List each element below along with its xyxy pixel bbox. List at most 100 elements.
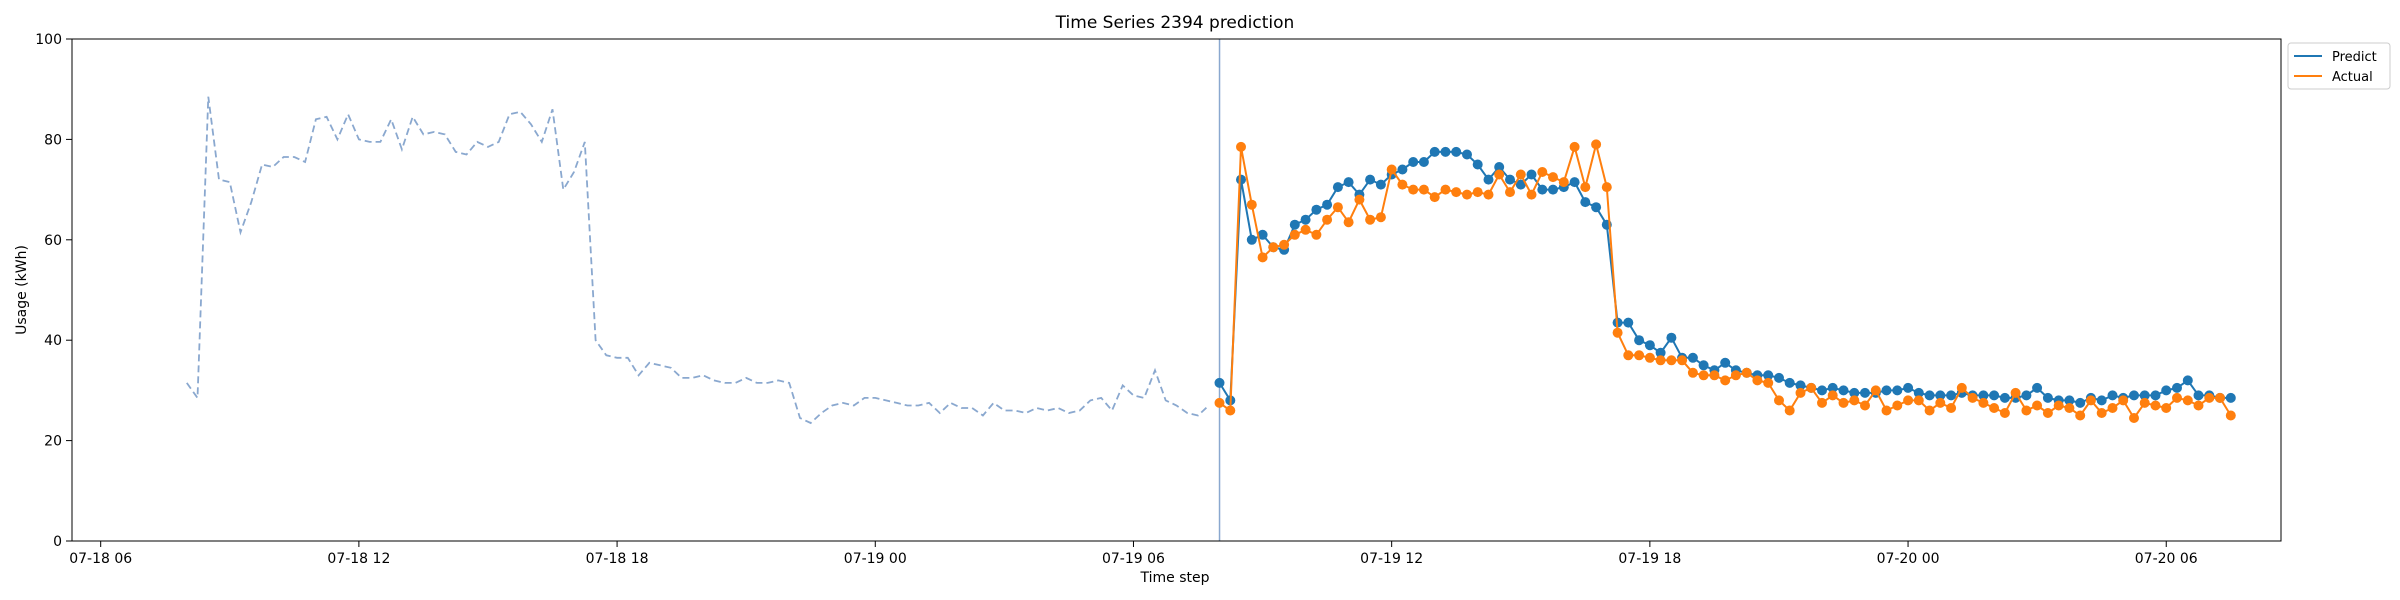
predict-point <box>1720 357 1731 368</box>
predict-point <box>2139 390 2150 401</box>
actual-point <box>1440 184 1451 195</box>
actual-point <box>2182 395 2193 406</box>
predict-point <box>1978 390 1989 401</box>
x-axis-label: Time step <box>1140 570 1210 586</box>
actual-point <box>1289 229 1300 240</box>
actual-point <box>2107 403 2118 413</box>
actual-point <box>1989 403 2000 413</box>
predict-point <box>1774 372 1784 383</box>
actual-point <box>1268 242 1279 253</box>
actual-point <box>2064 403 2075 413</box>
actual-point <box>2010 387 2021 398</box>
predict-point <box>1999 392 2010 403</box>
predict-point <box>2032 382 2043 393</box>
predict-point <box>1989 390 2000 401</box>
predict-point <box>1655 347 1666 358</box>
actual-point <box>1903 395 1914 406</box>
actual-point <box>1451 187 1462 198</box>
predict-point <box>1375 179 1386 190</box>
predict-point <box>1817 385 1827 396</box>
actual-point <box>1343 217 1354 228</box>
chart-title: Time Series 2394 prediction <box>1055 13 1295 33</box>
actual-point <box>1246 199 1257 210</box>
predict-point <box>2161 385 2172 396</box>
history-line <box>186 96 1210 425</box>
y-tick-label: 100 <box>35 32 62 48</box>
predict-point <box>1289 219 1300 230</box>
predict-point <box>2096 395 2107 406</box>
predict-point <box>1526 169 1537 180</box>
predict-point <box>1537 184 1548 195</box>
y-axis-ticks: 0 20 40 60 80 100 <box>35 32 72 550</box>
actual-point <box>1236 141 1246 152</box>
actual-point <box>1558 177 1569 188</box>
actual-point <box>1687 367 1698 378</box>
actual-point <box>1537 167 1548 177</box>
actual-point <box>1730 370 1741 381</box>
y-axis-label: Usage (kWh) <box>14 245 30 335</box>
predict-point <box>1881 385 1892 396</box>
predict-point <box>1505 174 1515 185</box>
predict-point <box>1698 360 1709 371</box>
actual-point <box>1870 385 1881 396</box>
predict-point <box>1472 159 1483 170</box>
actual-point <box>1784 405 1795 416</box>
actual-point <box>2075 410 2086 421</box>
predict-point <box>2225 392 2236 403</box>
predict-point <box>1666 332 1677 343</box>
predict-point <box>2042 392 2053 403</box>
actual-point <box>1526 189 1537 200</box>
predict-point <box>1515 179 1526 190</box>
actual-point <box>2193 400 2204 411</box>
actual-point <box>1666 355 1677 366</box>
actual-point <box>1279 239 1290 250</box>
actual-point <box>1709 370 1720 381</box>
predict-point <box>1849 387 1860 398</box>
predict-point <box>2182 375 2193 386</box>
actual-point <box>1311 229 1322 240</box>
x-tick-label: 07-20 00 <box>1877 551 1940 567</box>
actual-point <box>1999 408 2010 418</box>
x-tick-label: 07-18 06 <box>69 551 132 567</box>
predict-point <box>1236 174 1246 185</box>
actual-point <box>1892 400 1903 411</box>
predict-point <box>2172 382 2182 393</box>
actual-point <box>1300 224 1311 235</box>
predict-point <box>1623 317 1634 328</box>
predict-point <box>2150 390 2161 401</box>
plot-frame <box>71 38 2282 542</box>
predict-point <box>1903 382 1914 393</box>
predict-point <box>2064 395 2075 406</box>
actual-point <box>2053 400 2064 411</box>
actual-point <box>1225 405 1236 416</box>
predict-point <box>1440 146 1451 157</box>
actual-point <box>1806 382 1817 393</box>
actual-point <box>1817 397 1827 408</box>
y-tick-label: 0 <box>53 534 62 550</box>
actual-point <box>2085 395 2096 406</box>
actual-point <box>1720 375 1731 386</box>
actual-point <box>1332 202 1343 213</box>
predict-point <box>1246 234 1257 245</box>
predict-point <box>1408 157 1419 167</box>
actual-point <box>1741 367 1752 378</box>
predict-point <box>1795 380 1806 391</box>
actual-point <box>1214 397 1225 408</box>
actual-point <box>1644 352 1655 363</box>
actual-point <box>1365 214 1376 225</box>
predict-point <box>1634 335 1645 346</box>
actual-point <box>1483 189 1494 200</box>
predict-point <box>2021 390 2032 401</box>
predict-point <box>1451 146 1462 157</box>
predict-point <box>1332 182 1343 193</box>
predict-point <box>1418 157 1429 167</box>
predict-point <box>1892 385 1903 396</box>
actual-point <box>1408 184 1419 195</box>
predict-point <box>1214 377 1225 388</box>
actual-point <box>2021 405 2032 416</box>
actual-point <box>1322 214 1333 225</box>
actual-point <box>1397 179 1408 190</box>
actual-point <box>1924 405 1935 416</box>
predict-point <box>1763 370 1774 381</box>
predict-point <box>1687 352 1698 363</box>
